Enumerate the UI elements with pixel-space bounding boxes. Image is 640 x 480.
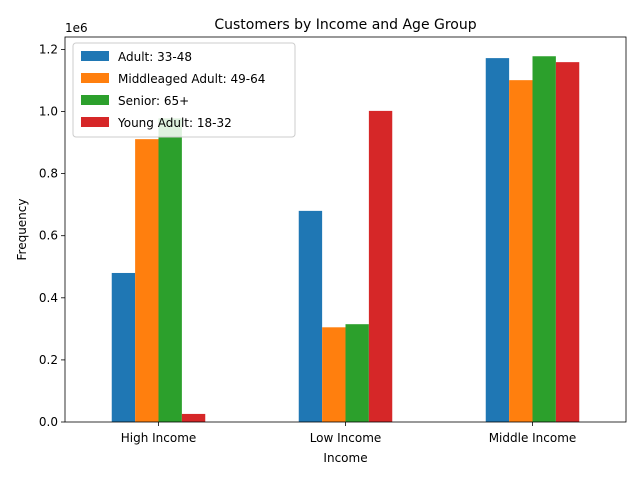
legend-entry: Middleaged Adult: 49-64: [118, 72, 265, 86]
y-tick-label: 1.0: [39, 105, 58, 119]
y-tick-label: 0.2: [39, 353, 58, 367]
legend-swatch: [81, 51, 109, 61]
legend-swatch: [81, 117, 109, 127]
bar-2-3: [509, 80, 533, 422]
legend-entry: Adult: 33-48: [118, 50, 192, 64]
y-tick-label: 1.2: [39, 42, 58, 56]
bar-3-3: [532, 56, 556, 422]
legend: Adult: 33-48 Middleaged Adult: 49-64 Senio…: [72, 42, 296, 138]
legend-entry: Young Adult: 18-32: [117, 116, 232, 130]
bar-3-2: [345, 324, 369, 422]
bar-3-1: [158, 118, 182, 422]
y-axis-label: Frequency: [15, 199, 29, 261]
y-tick-label: 0.4: [39, 291, 58, 305]
legend-swatch: [81, 95, 109, 105]
y-axis-offset-label: 1e6: [65, 21, 88, 35]
bar-1-3: [485, 58, 510, 422]
legend-swatch: [81, 73, 109, 83]
y-tick-label: 0.8: [39, 167, 58, 181]
x-tick-label: Middle Income: [489, 431, 577, 445]
y-tick-label: 0.6: [39, 229, 58, 243]
bar-4-3: [555, 62, 580, 422]
x-tick-label: High Income: [121, 431, 197, 445]
plot-area: High Income Low Income Middle Income 0.0 0.2…: [39, 36, 627, 445]
bar-1-2: [298, 210, 323, 422]
legend-frame: [72, 42, 296, 138]
legend-entry: Senior: 65+: [118, 94, 189, 108]
y-tick-label: 0.0: [39, 415, 58, 429]
bar-4-1: [181, 413, 206, 422]
bar-2-1: [135, 139, 159, 422]
x-axis-label: Income: [323, 451, 367, 465]
x-tick-label: Low Income: [310, 431, 382, 445]
chart-title: Customers by Income and Age Group: [214, 17, 476, 33]
bar-2-2: [322, 327, 346, 422]
bar-1-1: [111, 272, 136, 422]
bar-4-2: [368, 110, 393, 422]
